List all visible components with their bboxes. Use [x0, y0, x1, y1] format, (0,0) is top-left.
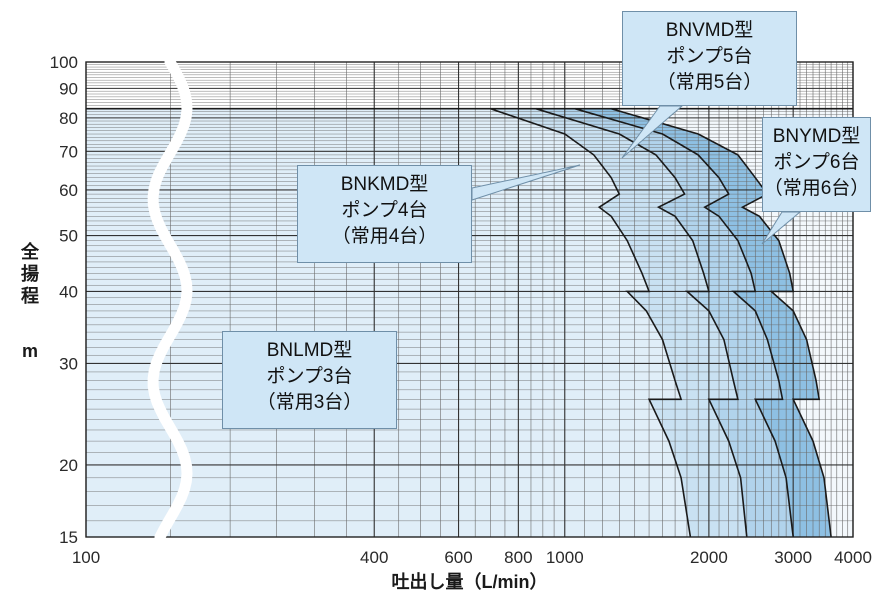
x-tick-label: 2000 — [690, 548, 728, 567]
y-axis-title: 程 — [21, 286, 39, 306]
x-axis-title: 吐出し量（L/min） — [392, 571, 548, 592]
y-tick-label: 60 — [59, 181, 78, 200]
callout-pointer-3 — [761, 211, 802, 245]
y-tick-label: 15 — [59, 528, 78, 547]
label-bnkmd: BNKMD型 ポンプ4台 （常用4台） — [297, 165, 472, 263]
label-bnymd-pumps: ポンプ6台 — [773, 152, 860, 173]
x-tick-label: 400 — [360, 548, 388, 567]
label-bnlmd-pumps: ポンプ3台 — [266, 366, 353, 387]
label-bnkmd-duty: （常用4台） — [331, 226, 438, 247]
x-tick-label: 800 — [504, 548, 532, 567]
x-tick-label: 1000 — [546, 548, 584, 567]
y-tick-label: 20 — [59, 456, 78, 475]
y-tick-label: 80 — [59, 109, 78, 128]
y-tick-label: 40 — [59, 282, 78, 301]
y-tick-label: 70 — [59, 142, 78, 161]
label-bnvmd-pumps: ポンプ5台 — [666, 46, 753, 67]
series-curve-2 — [535, 107, 748, 538]
y-tick-label: 90 — [59, 79, 78, 98]
label-bnkmd-name: BNKMD型 — [340, 174, 429, 195]
x-tick-label: 3000 — [774, 548, 812, 567]
y-tick-label: 100 — [50, 53, 78, 72]
label-bnymd: BNYMD型 ポンプ6台 （常用6台） — [762, 117, 871, 212]
series-curve-1 — [490, 107, 692, 538]
y-axis-title: 全 — [20, 241, 40, 262]
plot-frame — [85, 61, 854, 538]
y-tick-label: 30 — [59, 354, 78, 373]
series-curve-4 — [610, 107, 832, 538]
label-bnkmd-pumps: ポンプ4台 — [341, 200, 428, 221]
x-tick-label: 100 — [72, 548, 100, 567]
x-tick-label: 4000 — [834, 548, 872, 567]
series-curve-3 — [574, 107, 794, 538]
label-bnvmd-name: BNVMD型 — [665, 20, 754, 41]
y-axis-title: 揚 — [21, 264, 39, 284]
y-axis-title: m — [22, 341, 38, 361]
y-tick-label: 50 — [59, 227, 78, 246]
label-bnvmd: BNVMD型 ポンプ5台 （常用5台） — [622, 11, 797, 106]
x-tick-label: 600 — [444, 548, 472, 567]
label-bnlmd-duty: （常用3台） — [256, 392, 363, 413]
callout-pointer-1 — [471, 164, 581, 201]
label-bnlmd: BNLMD型 ポンプ3台 （常用3台） — [222, 331, 397, 429]
label-bnymd-duty: （常用6台） — [763, 178, 870, 199]
label-bnymd-name: BNYMD型 — [772, 126, 861, 147]
callout-pointer-2 — [621, 105, 684, 159]
label-bnlmd-name: BNLMD型 — [266, 340, 353, 361]
label-bnvmd-duty: （常用5台） — [656, 72, 763, 93]
axis-break — [147, 56, 193, 543]
